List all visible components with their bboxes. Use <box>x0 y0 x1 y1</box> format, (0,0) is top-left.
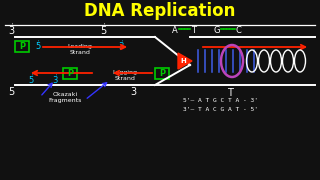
Polygon shape <box>178 53 192 69</box>
Text: Okazaki: Okazaki <box>52 92 77 97</box>
Text: 5: 5 <box>100 26 106 36</box>
Text: ': ' <box>11 23 12 28</box>
Text: ': ' <box>38 40 39 45</box>
Text: ': ' <box>31 74 32 79</box>
Text: Strand: Strand <box>69 50 91 55</box>
Text: 5: 5 <box>8 87 14 97</box>
Text: A: A <box>172 26 178 35</box>
Text: Strand: Strand <box>115 76 135 81</box>
Text: T: T <box>227 88 233 98</box>
Text: ': ' <box>55 74 56 79</box>
Text: 5'— A T G C T A - 3': 5'— A T G C T A - 3' <box>183 98 258 103</box>
Text: C: C <box>236 26 242 35</box>
Text: ': ' <box>103 23 105 28</box>
Text: 3: 3 <box>52 76 57 85</box>
Text: 3: 3 <box>8 26 14 36</box>
Text: 3: 3 <box>130 87 136 97</box>
Text: P: P <box>67 69 73 78</box>
Text: P: P <box>19 42 25 51</box>
Text: T: T <box>191 26 196 35</box>
Text: DNA Replication: DNA Replication <box>84 2 236 20</box>
Text: 5: 5 <box>28 76 33 85</box>
Text: P: P <box>159 69 165 78</box>
Text: Leading: Leading <box>68 44 92 49</box>
Text: ': ' <box>121 40 122 45</box>
Text: Fragments: Fragments <box>48 98 82 103</box>
Text: 5: 5 <box>35 42 40 51</box>
Text: 3'— T A C G A T - 5': 3'— T A C G A T - 5' <box>183 107 258 112</box>
Text: H: H <box>180 58 186 64</box>
Text: G: G <box>213 26 220 35</box>
Text: Logging: Logging <box>113 70 138 75</box>
Text: 3: 3 <box>118 42 124 51</box>
